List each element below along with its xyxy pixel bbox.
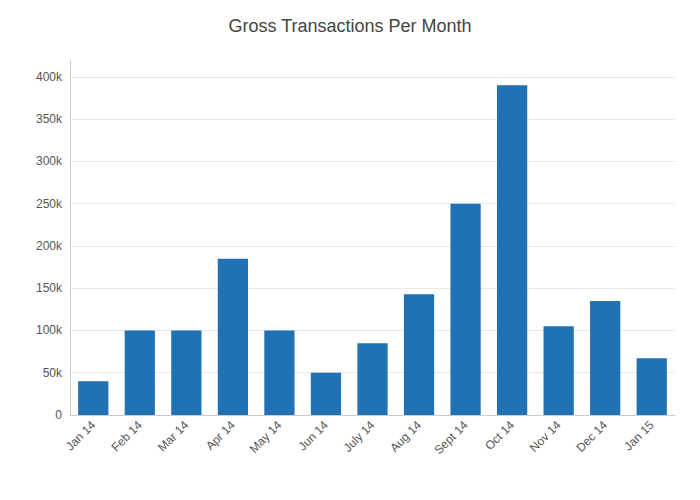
svg-text:Aug 14: Aug 14 <box>387 418 424 455</box>
svg-text:400k: 400k <box>36 70 63 84</box>
svg-text:300k: 300k <box>36 154 63 168</box>
svg-text:Jan 15: Jan 15 <box>621 418 657 454</box>
svg-text:250k: 250k <box>36 197 63 211</box>
svg-text:Nov 14: Nov 14 <box>527 418 564 455</box>
svg-text:150k: 150k <box>36 281 63 295</box>
svg-text:Jan 14: Jan 14 <box>63 418 99 454</box>
svg-text:Apr 14: Apr 14 <box>203 418 238 453</box>
svg-text:100k: 100k <box>36 323 63 337</box>
svg-text:Gross Transactions Per Month: Gross Transactions Per Month <box>228 16 471 36</box>
svg-text:July 14: July 14 <box>341 418 378 455</box>
svg-text:350k: 350k <box>36 112 63 126</box>
svg-text:Feb 14: Feb 14 <box>108 418 145 455</box>
svg-text:Dec 14: Dec 14 <box>573 418 610 455</box>
svg-text:200k: 200k <box>36 239 63 253</box>
svg-text:Sept 14: Sept 14 <box>431 418 470 457</box>
svg-text:May 14: May 14 <box>247 418 285 456</box>
svg-text:50k: 50k <box>43 366 63 380</box>
svg-text:0: 0 <box>55 408 62 422</box>
svg-text:Oct 14: Oct 14 <box>482 418 517 453</box>
svg-text:Mar 14: Mar 14 <box>155 418 192 455</box>
svg-text:Jun 14: Jun 14 <box>296 418 332 454</box>
